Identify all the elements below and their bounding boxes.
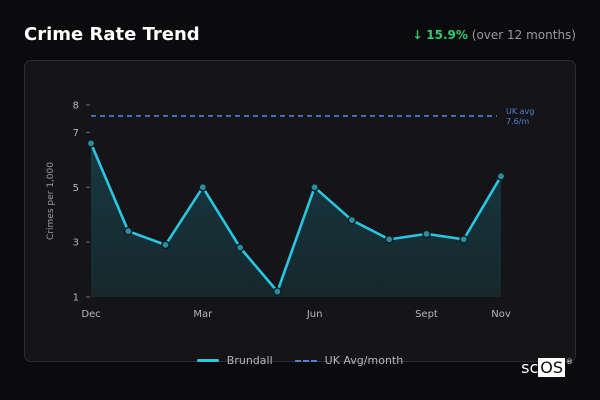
data-point — [235, 243, 245, 252]
change-arrow-icon: ↓ — [412, 28, 423, 42]
data-point — [198, 182, 208, 192]
y-tick-label: 8 — [73, 100, 79, 111]
x-tick-label: Jun — [306, 309, 323, 320]
legend-label: Brundall — [226, 354, 273, 367]
x-axis: Dec Mar Jun Sept Nov — [81, 309, 511, 320]
x-tick-label: Mar — [193, 309, 213, 320]
data-point — [161, 240, 170, 250]
y-tick-label: 7 — [73, 128, 79, 139]
series-brundall — [86, 139, 506, 297]
data-point — [310, 182, 319, 192]
data-point — [273, 287, 282, 296]
x-tick-label: Dec — [81, 309, 100, 320]
x-tick-label: Sept — [415, 309, 438, 320]
y-axis: 1 3 5 7 8 — [73, 100, 90, 304]
data-point — [123, 226, 133, 236]
data-point — [496, 171, 506, 181]
legend-swatch-solid — [196, 359, 219, 362]
data-point — [422, 229, 431, 239]
change-period: (over 12 months) — [471, 28, 576, 42]
brand-reg-mark: ® — [566, 358, 573, 366]
series-area — [91, 143, 501, 297]
legend-item-brundall[interactable]: Brundall — [196, 354, 273, 367]
legend: Brundall UK Avg/month — [0, 354, 600, 367]
data-point — [86, 139, 96, 148]
chart-title: Crime Rate Trend — [24, 24, 200, 45]
change-indicator: ↓ 15.9% (over 12 months) — [412, 28, 576, 42]
reference-value-label: 7.6/m — [506, 117, 529, 126]
legend-swatch-dashed — [294, 359, 317, 362]
brand-text: sc — [521, 358, 539, 377]
reference-label: UK avg — [506, 107, 534, 116]
brand-logo: sc OS ® — [521, 358, 573, 377]
x-tick-label: Nov — [491, 309, 511, 320]
y-tick-label: 5 — [73, 183, 79, 194]
y-tick-label: 1 — [73, 293, 79, 304]
series-line — [89, 142, 503, 293]
change-percent: 15.9% — [426, 28, 468, 42]
data-point — [459, 235, 469, 244]
legend-item-uk-avg[interactable]: UK Avg/month — [294, 354, 404, 367]
brand-box-text: OS — [538, 358, 565, 377]
data-point — [384, 235, 394, 244]
y-axis-label: Crimes per 1,000 — [46, 162, 56, 240]
legend-label: UK Avg/month — [324, 354, 404, 367]
y-tick-label: 3 — [73, 238, 79, 249]
data-point — [347, 215, 357, 225]
